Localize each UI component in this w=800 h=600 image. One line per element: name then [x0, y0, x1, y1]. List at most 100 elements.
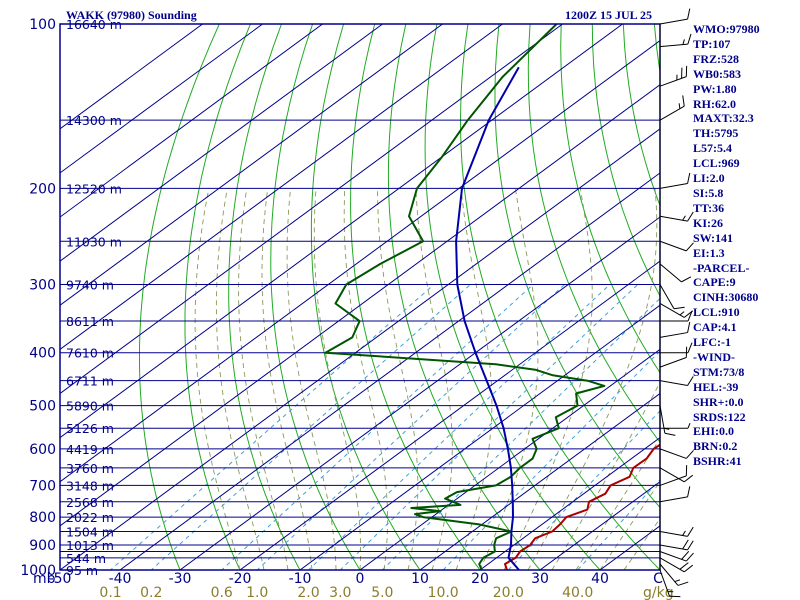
height-label: 95 m: [66, 563, 98, 578]
mixing-ratio-label: 1.0: [246, 585, 268, 600]
height-label: 14300 m: [66, 113, 122, 128]
height-label: 544 m: [66, 551, 106, 566]
wind-barb: [659, 465, 688, 486]
temperature-tick-label: -20: [229, 571, 252, 587]
plot-frame: [59, 23, 661, 571]
mixing-ratio-line: [220, 284, 534, 570]
mixing-ratio-label: 3.0: [329, 585, 351, 600]
pressure-tick-label: 1000: [20, 563, 56, 579]
moist-adiabat: [503, 188, 593, 570]
mixing-ratio-line: [339, 284, 639, 570]
wind-barb: [659, 303, 694, 318]
moist-adiabat: [599, 480, 660, 570]
index-line: LI:2.0: [693, 171, 725, 186]
height-label: 5126 m: [66, 421, 114, 436]
moist-adiabat: [286, 188, 337, 570]
temperature-tick-label: -10: [289, 571, 312, 587]
valid-time: 1200Z 15 JUL 25: [565, 8, 653, 22]
temperature-tick-label: C: [653, 571, 663, 587]
pressure-tick-label: 300: [29, 278, 56, 294]
height-label: 16640 m: [66, 17, 122, 32]
wind-barb: [659, 486, 691, 503]
temperature-tick-label: -30: [169, 571, 192, 587]
wind-barb: [659, 526, 694, 537]
index-line: EI:1.3: [693, 245, 725, 260]
wind-barb: [659, 405, 676, 436]
index-line: CAPE:9: [693, 275, 736, 290]
index-line: TH:5795: [693, 126, 739, 141]
index-line: SRDS:122: [693, 409, 746, 424]
index-line: LCL:910: [693, 305, 740, 320]
isotherm: [60, 24, 263, 174]
height-label: 5890 m: [66, 399, 114, 414]
mixing-ratio-line: [442, 350, 660, 570]
index-line: LFC:-1: [693, 335, 731, 350]
index-line: LCL:969: [693, 156, 740, 171]
index-line: L57:5.4: [693, 141, 732, 156]
pressure-tick-label: 900: [29, 538, 56, 554]
moist-adiabat: [455, 188, 493, 570]
temperature-profile: [504, 443, 660, 570]
wind-barb: [659, 321, 691, 338]
height-label: 8611 m: [66, 314, 114, 329]
pressure-tick-label: 700: [29, 478, 56, 494]
moist-adiabat: [238, 188, 289, 570]
wind-barb: [659, 95, 685, 121]
index-panel: WMO:97980 TP:107 FRZ:528 WB0:583 PW:1.80 RH:6…: [693, 22, 800, 469]
pressure-tick-label: 500: [29, 399, 56, 415]
parcel-path: [455, 66, 520, 570]
wind-barb: [659, 563, 689, 586]
dry-adiabat: [494, 24, 660, 509]
index-line: SI:5.8: [693, 185, 724, 200]
index-line: CAP:4.1: [693, 320, 737, 335]
wind-barb: [659, 284, 685, 310]
wind-barb-column: [659, 8, 694, 598]
dry-adiabat: [310, 24, 421, 570]
pressure-tick-label: 600: [29, 442, 56, 458]
mixing-ratio-label: 2.0: [297, 585, 319, 600]
grid-layer: [60, 24, 660, 570]
wind-barb: [659, 240, 694, 252]
height-label: 3148 m: [66, 478, 114, 493]
index-line: BRN:0.2: [693, 439, 738, 454]
wind-barb: [659, 448, 694, 459]
height-label: 3760 m: [66, 461, 114, 476]
pressure-unit-label: mb: [33, 571, 56, 587]
isotherm: [179, 216, 660, 570]
dry-adiabat: [184, 24, 251, 570]
index-line: CINH:30680: [693, 290, 759, 305]
data-layer: [324, 24, 660, 570]
moist-adiabat: [215, 188, 265, 570]
height-label: 4419 m: [66, 442, 114, 457]
height-label: 2022 m: [66, 510, 114, 525]
isotherm: [60, 24, 443, 306]
index-line: -WIND-: [693, 349, 735, 364]
station-title: WAKK (97980) Sounding: [66, 8, 197, 22]
isotherm: [119, 172, 660, 570]
index-line: -PARCEL-: [693, 260, 750, 275]
mixing-ratio-label: 20.0: [493, 585, 524, 600]
moist-adiabat: [313, 188, 361, 570]
index-line: SW:141: [693, 230, 734, 245]
index-line: WB0:583: [693, 66, 741, 81]
wind-barb: [659, 557, 694, 573]
index-line: PW:1.80: [693, 81, 737, 96]
mixing-ratio-label: 0.2: [140, 585, 162, 600]
isotherm: [299, 304, 660, 570]
isotherm: [479, 437, 660, 570]
pressure-tick-label: 100: [29, 17, 56, 33]
wind-barb: [659, 376, 694, 387]
dry-adiabat: [387, 24, 541, 570]
moist-adiabat: [261, 188, 313, 570]
temperature-tick-label: 0: [356, 571, 365, 587]
height-label: 9740 m: [66, 278, 114, 293]
isotherm: [60, 24, 623, 439]
isotherm: [239, 260, 660, 570]
isotherm: [60, 24, 383, 262]
moist-adiabat: [551, 381, 660, 570]
mixing-ratio-line: [150, 284, 471, 570]
wind-barb: [660, 342, 693, 354]
isotherm: [419, 392, 660, 570]
index-line: RH:62.0: [693, 96, 736, 111]
